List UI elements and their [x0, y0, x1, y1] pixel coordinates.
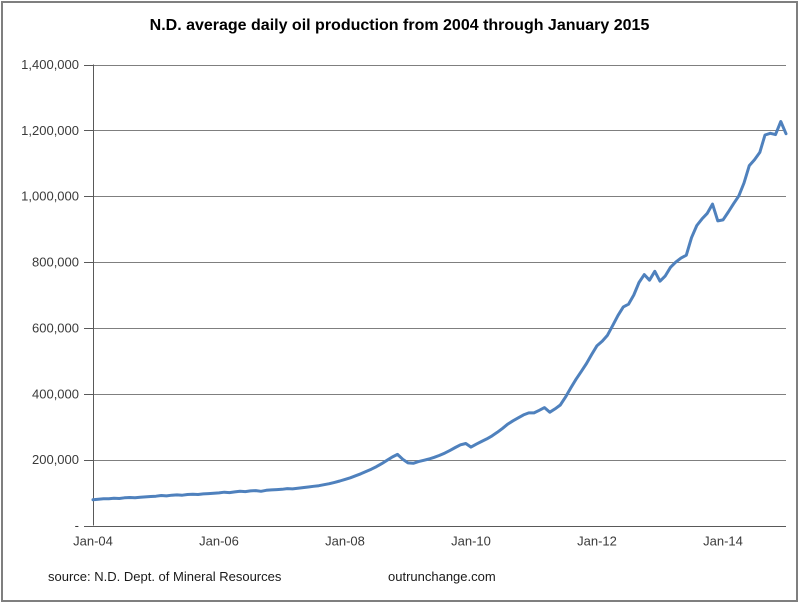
y-axis-label: 200,000 [32, 452, 79, 467]
source-note: source: N.D. Dept. of Mineral Resources [48, 569, 282, 584]
website-note: outrunchange.com [388, 569, 496, 584]
chart-border: N.D. average daily oil production from 2… [1, 1, 798, 602]
y-axis-label: 400,000 [32, 386, 79, 401]
x-axis-label: Jan-04 [73, 534, 113, 549]
y-axis-label: 1,400,000 [21, 57, 79, 72]
x-axis-label: Jan-14 [703, 534, 743, 549]
x-axis-label: Jan-12 [577, 534, 617, 549]
x-axis-label: Jan-06 [199, 534, 239, 549]
y-axis-label: 600,000 [32, 320, 79, 335]
production-line-series [91, 120, 788, 502]
plot-area: - 200,000 400,000 600,000 800,000 1,000,000 1,… [21, 57, 788, 549]
y-axis-label: 800,000 [32, 255, 79, 270]
x-axis-label: Jan-08 [325, 534, 365, 549]
y-axis-label: 1,000,000 [21, 189, 79, 204]
x-axis-label: Jan-10 [451, 534, 491, 549]
chart-title: N.D. average daily oil production from 2… [149, 17, 650, 34]
y-axis-label: - [75, 518, 79, 533]
y-axis-label: 1,200,000 [21, 123, 79, 138]
